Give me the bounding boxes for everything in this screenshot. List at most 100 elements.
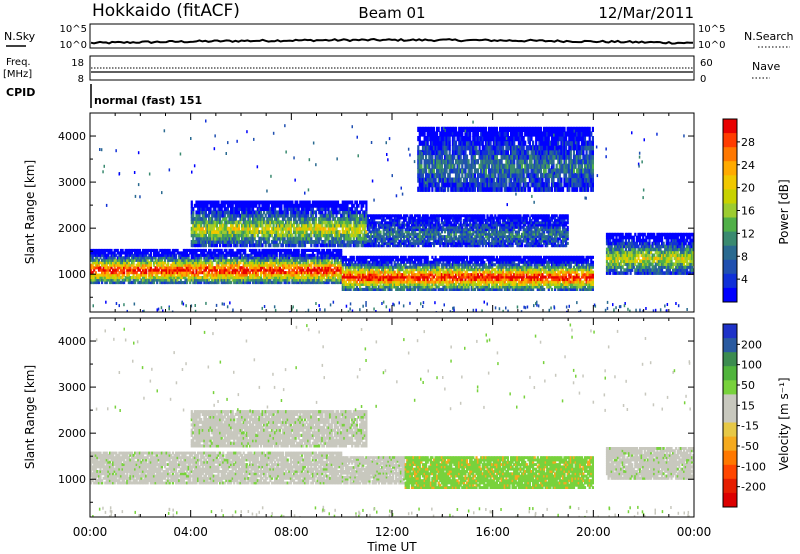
power-cell — [234, 276, 237, 280]
power-cell — [319, 258, 322, 262]
power-cell — [552, 273, 555, 277]
power-cell — [274, 251, 277, 255]
power-cell — [591, 255, 594, 259]
power-cell — [280, 256, 283, 260]
power-cell — [582, 270, 585, 274]
power-cell — [582, 263, 585, 267]
power-cell — [623, 271, 626, 275]
power-cell — [555, 258, 558, 262]
power-cell — [528, 278, 531, 282]
power-cell — [123, 268, 126, 272]
power-cell — [228, 268, 231, 272]
power-cell — [286, 278, 289, 282]
power-cell — [558, 258, 561, 262]
power-cell — [381, 270, 384, 274]
power-cell — [228, 273, 231, 277]
power-cell — [168, 271, 171, 275]
power-cell — [543, 260, 546, 264]
power-cell — [494, 280, 497, 284]
power-cell — [552, 258, 555, 262]
power-cell — [533, 270, 536, 274]
power-cell — [187, 263, 190, 267]
power-cell — [324, 278, 327, 282]
power-cell — [137, 268, 140, 272]
power-cell — [141, 248, 145, 252]
power-cell — [371, 265, 374, 269]
power-cell — [437, 258, 440, 262]
power-cell — [491, 275, 494, 279]
power-cell — [366, 260, 369, 264]
power-cell — [250, 263, 253, 267]
power-cell — [483, 280, 486, 284]
power-cell — [121, 256, 124, 260]
power-cell — [104, 253, 107, 257]
power-cell — [325, 273, 329, 277]
power-cell — [135, 256, 138, 260]
power-cell — [560, 285, 563, 289]
power-cell — [612, 238, 615, 243]
power-cell — [239, 253, 242, 257]
power-cell — [613, 244, 616, 249]
power-cell — [508, 273, 511, 277]
power-cell — [517, 275, 520, 279]
power-cell — [234, 253, 237, 257]
power-cell — [527, 265, 530, 269]
power-cell — [197, 276, 200, 280]
power-cell — [149, 268, 152, 272]
power-cell — [185, 253, 189, 257]
power-cell — [443, 270, 447, 274]
power-cell — [447, 260, 450, 264]
power-cell — [274, 256, 277, 260]
power-cell — [385, 263, 388, 267]
power-cell — [163, 266, 167, 270]
power-cell — [432, 287, 436, 291]
power-cell — [303, 261, 307, 265]
power-cell — [379, 270, 382, 274]
power-cell — [171, 266, 174, 270]
power-cell — [508, 285, 511, 289]
power-cell — [154, 253, 157, 257]
power-cell — [472, 285, 475, 289]
power-cell — [338, 248, 341, 252]
power-cell — [363, 270, 366, 274]
power-cell — [288, 258, 291, 262]
power-cell — [538, 270, 541, 274]
power-cell — [118, 261, 121, 265]
power-cell — [511, 275, 514, 279]
power-cell — [174, 266, 178, 270]
power-cell — [519, 258, 522, 262]
power-cell — [521, 278, 524, 282]
power-cell — [442, 280, 445, 284]
power-cell — [381, 265, 384, 269]
power-cell — [208, 271, 211, 275]
power-cell — [300, 278, 303, 282]
power-cell — [167, 263, 170, 267]
power-cell — [134, 281, 137, 285]
power-cell — [129, 251, 132, 255]
power-cell — [370, 255, 373, 259]
power-cell — [318, 251, 321, 255]
power-cell — [239, 256, 242, 260]
power-cell — [179, 261, 182, 265]
power-cell — [292, 261, 296, 265]
power-cell — [437, 282, 440, 286]
power-cell — [362, 270, 365, 274]
power-cell — [190, 266, 193, 270]
power-cell — [185, 281, 189, 285]
power-cell — [522, 278, 525, 282]
power-cell — [319, 261, 322, 265]
power-cell — [554, 282, 557, 286]
power-cell — [392, 255, 395, 259]
power-cell — [365, 255, 368, 259]
power-cell — [414, 255, 417, 259]
power-cell — [343, 273, 346, 277]
power-cell — [275, 278, 278, 282]
power-cell — [516, 278, 519, 282]
power-cell — [256, 256, 259, 260]
power-cell — [454, 282, 458, 286]
power-cell — [303, 251, 307, 255]
power-cell — [214, 281, 217, 285]
power-cell — [167, 251, 170, 255]
power-cell — [550, 275, 554, 279]
power-cell — [392, 273, 395, 277]
